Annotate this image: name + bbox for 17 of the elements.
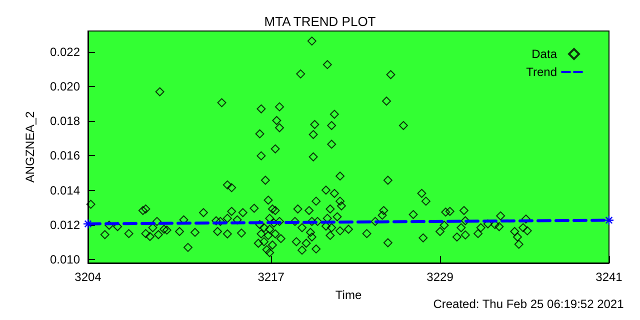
y-tick-label: 0.016 [50,148,80,163]
x-tick-label: 3229 [426,270,454,284]
chart-title: MTA TREND PLOT [264,14,376,29]
x-axis-title: Time [335,288,362,302]
y-tick-label: 0.022 [50,44,80,59]
y-tick-label: 0.010 [50,252,80,267]
legend-label: Data [532,47,558,61]
x-tick-label: 3204 [74,270,102,284]
text: Created: Thu Feb 25 06:19:52 2021 [433,297,624,311]
y-axis-title: ANGZNEA_2 [23,111,37,183]
x-tick-label: 3241 [596,270,623,284]
y-tick-label: 0.018 [50,114,80,128]
y-tick-label: 0.012 [50,218,80,232]
x-tick-label: 3217 [258,270,285,284]
y-tick-label: 0.014 [50,183,80,198]
legend-label: Trend [526,65,557,79]
y-tick-label: 0.020 [50,79,80,94]
